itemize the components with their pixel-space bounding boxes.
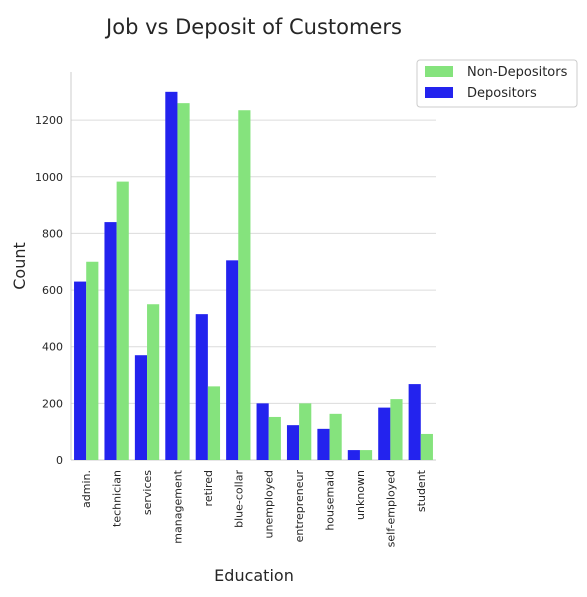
x-tick-label: housemaid xyxy=(324,470,337,531)
x-tick-label: management xyxy=(171,469,184,543)
legend-box xyxy=(416,59,578,108)
y-tick-label: 200 xyxy=(42,397,63,410)
bars xyxy=(74,91,433,461)
x-tick-label: retired xyxy=(202,470,215,506)
chart-title: Job vs Deposit of Customers xyxy=(104,15,402,39)
legend-label: Depositors xyxy=(467,86,537,101)
bar-depositors-technician xyxy=(104,222,117,460)
legend-swatch xyxy=(425,66,453,77)
x-tick-label: student xyxy=(415,469,428,512)
bar-non-depositors-unknown xyxy=(359,450,373,460)
bar-depositors-blue-collar xyxy=(226,260,239,460)
bar-non-depositors-services xyxy=(147,304,160,460)
bar-non-depositors-student xyxy=(420,433,433,460)
x-tick-labels: admin. technician services management retire… xyxy=(80,469,428,547)
bar-non-depositors-blue-collar xyxy=(238,110,251,460)
y-tick-label: 400 xyxy=(42,341,63,354)
y-tick-label: 0 xyxy=(56,454,63,467)
y-tick-label: 600 xyxy=(42,284,63,297)
bar-depositors-services xyxy=(134,355,148,460)
x-tick-label: unemployed xyxy=(263,470,276,538)
axes xyxy=(70,72,436,461)
x-tick-label: admin. xyxy=(80,470,93,508)
y-axis-title: Count xyxy=(10,242,29,290)
bar-non-depositors-management xyxy=(177,103,190,460)
bar-depositors-self-employed xyxy=(378,407,391,460)
x-tick-label: entrepreneur xyxy=(293,470,306,543)
bar-non-depositors-technician xyxy=(116,181,129,461)
bar-non-depositors-entrepreneur xyxy=(299,403,312,460)
bar-non-depositors-retired xyxy=(207,386,221,460)
bar-depositors-retired xyxy=(195,314,208,460)
bar-non-depositors-housemaid xyxy=(329,413,342,460)
x-tick-label: unknown xyxy=(354,470,367,520)
bar-depositors-management xyxy=(165,91,178,460)
y-tick-label: 1200 xyxy=(35,114,63,127)
y-tick-labels: 0 200 400 600 800 1000 1200 xyxy=(35,114,63,467)
bar-depositors-entrepreneur xyxy=(286,425,300,460)
legend-swatch xyxy=(425,87,453,98)
bar-non-depositors-admin xyxy=(86,261,99,460)
x-tick-label: self-employed xyxy=(384,470,397,547)
legend-label: Non-Depositors xyxy=(467,65,568,80)
bar-non-depositors-self-employed xyxy=(390,399,403,460)
x-tick-label: technician xyxy=(111,470,124,527)
bar-non-depositors-unemployed xyxy=(268,416,281,460)
grid xyxy=(71,119,436,404)
legend: Non-Depositors Depositors xyxy=(416,59,578,108)
bar-depositors-unemployed xyxy=(256,403,269,460)
x-axis-title: Education xyxy=(214,566,294,585)
bar-depositors-unknown xyxy=(347,450,360,460)
bar-depositors-housemaid xyxy=(317,428,330,460)
bar-depositors-student xyxy=(408,384,421,460)
bar-depositors-admin xyxy=(74,281,87,460)
y-tick-label: 800 xyxy=(42,227,63,240)
x-tick-label: services xyxy=(141,470,154,515)
x-tick-label: blue-collar xyxy=(232,470,245,528)
y-tick-label: 1000 xyxy=(35,171,63,184)
